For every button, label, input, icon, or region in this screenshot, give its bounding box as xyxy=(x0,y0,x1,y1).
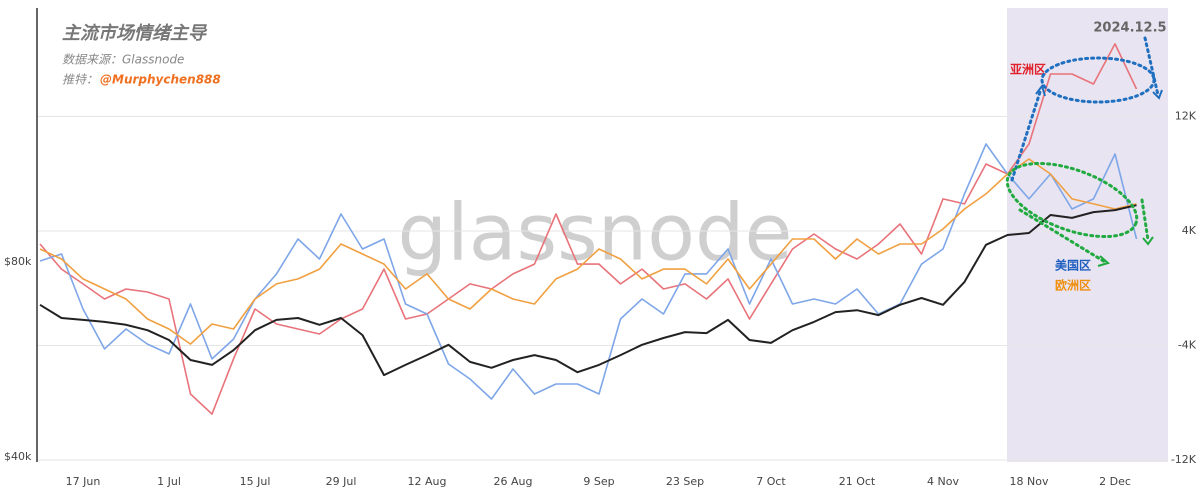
y2-tick-label: -4K xyxy=(1178,338,1197,351)
series-annotation: 美国区 xyxy=(1055,258,1091,273)
y2-tick-label: -12K xyxy=(1171,453,1197,466)
x-tick-label: 4 Nov xyxy=(927,475,959,488)
x-tick-label: 9 Sep xyxy=(583,475,614,488)
series-annotation: 欧洲区 xyxy=(1055,278,1091,293)
y-tick-label: $40k xyxy=(4,450,32,463)
y2-tick-label: 4K xyxy=(1182,224,1197,237)
y2-tick-label: 12K xyxy=(1175,109,1197,122)
y-tick-label: $80k xyxy=(4,255,32,268)
series-line xyxy=(39,158,1137,345)
twitter-handle: @Murphychen888 xyxy=(100,73,221,87)
annotation-shapes xyxy=(1005,36,1160,264)
x-tick-label: 7 Oct xyxy=(756,475,786,488)
x-tick-label: 29 Jul xyxy=(326,475,357,488)
x-tick-label: 1 Jul xyxy=(157,475,181,488)
source: 数据来源：Glassnode xyxy=(62,53,184,67)
series-line xyxy=(39,43,1138,415)
series-line xyxy=(39,204,1137,377)
x-tick-label: 23 Sep xyxy=(666,475,704,488)
series-line xyxy=(39,143,1138,400)
chart-title: 主流市场情绪主导 xyxy=(62,23,208,44)
date-annotation: 2024.12.5 xyxy=(1093,21,1166,36)
annotation-arrowheads xyxy=(1035,83,1163,267)
x-tick-label: 2 Dec xyxy=(1099,475,1131,488)
x-tick-label: 18 Nov xyxy=(1010,475,1049,488)
x-tick-label: 21 Oct xyxy=(839,475,876,488)
series-annotation: 亚洲区 xyxy=(1010,63,1046,77)
x-tick-label: 12 Aug xyxy=(408,475,447,488)
x-tick-label: 26 Aug xyxy=(494,475,533,488)
x-tick-label: 15 Jul xyxy=(240,475,271,488)
x-tick-label: 17 Jun xyxy=(66,475,101,488)
twitter-label: 推特： xyxy=(62,73,98,87)
